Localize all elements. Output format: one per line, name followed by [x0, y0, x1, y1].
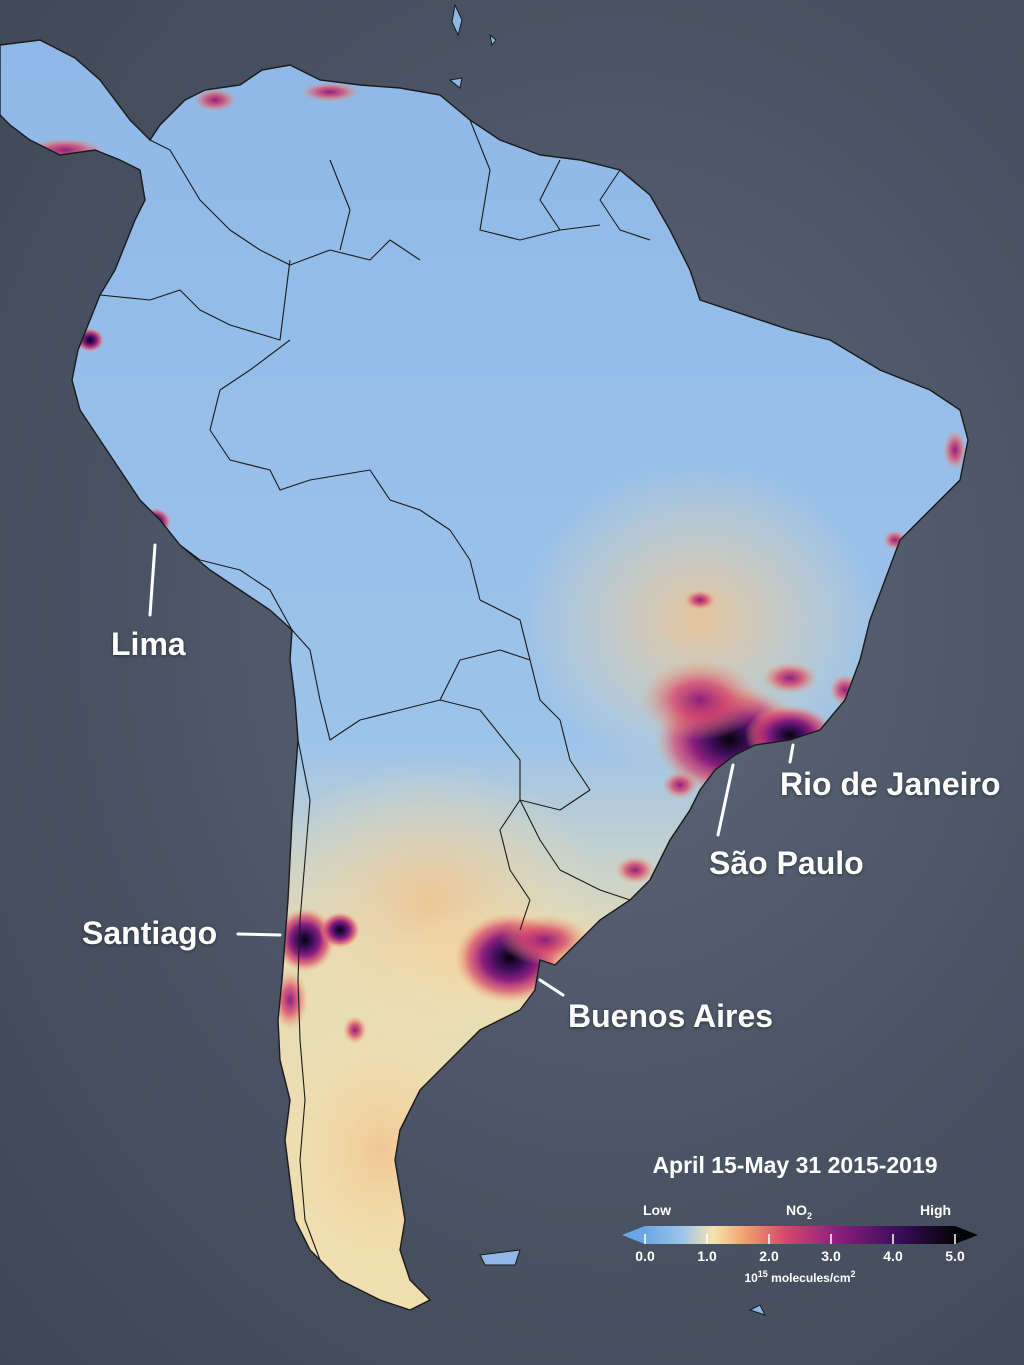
city-label-rio-de-janeiro: Rio de Janeiro	[780, 766, 1001, 802]
caribbean-islands	[448, 3, 766, 1316]
legend-title: April 15-May 31 2015-2019	[652, 1152, 938, 1178]
legend-units: 1015 molecules/cm2	[744, 1269, 856, 1285]
city-label-sao-paulo: São Paulo	[709, 845, 864, 881]
tick-label: 0.0	[635, 1248, 655, 1264]
sao-paulo-leader-line	[716, 763, 735, 837]
legend-low-label: Low	[643, 1202, 671, 1218]
rio-leader-line	[788, 743, 795, 764]
legend-high-label: High	[920, 1202, 952, 1218]
legend-variable: NO2	[786, 1202, 813, 1221]
colorbar-high-arrow	[955, 1226, 978, 1244]
buenos-aires-leader-line	[538, 978, 565, 997]
legend-colorbar	[622, 1226, 978, 1244]
country-borders	[99, 119, 651, 1261]
tick-label: 1.0	[697, 1248, 717, 1264]
colorbar-ticks	[644, 1234, 956, 1244]
tick-label: 3.0	[821, 1248, 841, 1264]
santiago-leader-line	[236, 932, 282, 937]
colorbar-low-arrow	[622, 1226, 645, 1244]
tick-label: 2.0	[759, 1248, 779, 1264]
city-label-buenos-aires: Buenos Aires	[568, 998, 774, 1034]
tick-label: 5.0	[945, 1248, 965, 1264]
city-label-lima: Lima	[111, 626, 186, 662]
tick-label: 4.0	[883, 1248, 903, 1264]
city-label-santiago: Santiago	[82, 915, 218, 951]
no2-concentration-layer	[25, 82, 967, 1290]
colorbar-gradient	[645, 1226, 955, 1244]
lima-leader-line	[148, 543, 157, 617]
